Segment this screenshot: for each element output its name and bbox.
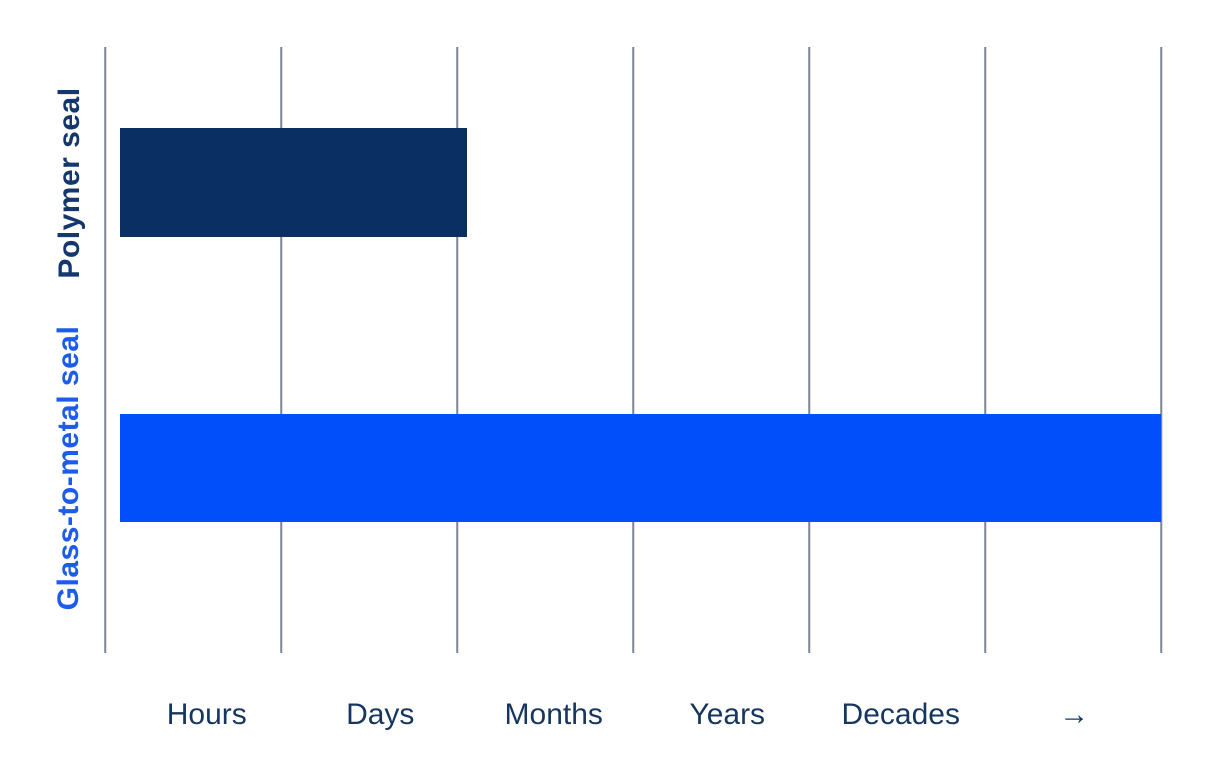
plot-area xyxy=(104,47,1162,653)
x-axis-label-hours: Hours xyxy=(166,698,247,731)
x-axis-label-days: Days xyxy=(346,698,415,731)
gridline xyxy=(808,47,810,653)
x-axis-label-years: Years xyxy=(689,698,766,731)
gridline xyxy=(280,47,282,653)
x-axis-label-months: Months xyxy=(504,698,603,731)
bar-glass-to-metal-seal xyxy=(120,413,1161,522)
bar-polymer-seal xyxy=(120,128,467,238)
x-axis-label-decades: Decades xyxy=(841,698,960,731)
gridline xyxy=(984,47,986,653)
y-axis-label-polymer-seal: Polymer seal xyxy=(53,87,86,279)
gridline xyxy=(104,47,106,653)
gridline xyxy=(456,47,458,653)
y-axis-label-glass-to-metal-seal: Glass-to-metal seal xyxy=(52,325,85,611)
x-axis-label-beyond-arrow-icon: → xyxy=(1059,698,1090,731)
gridline xyxy=(632,47,634,653)
x-axis-labels: Hours Days Months Years Decades → xyxy=(120,694,1161,736)
gridline xyxy=(1160,47,1162,653)
